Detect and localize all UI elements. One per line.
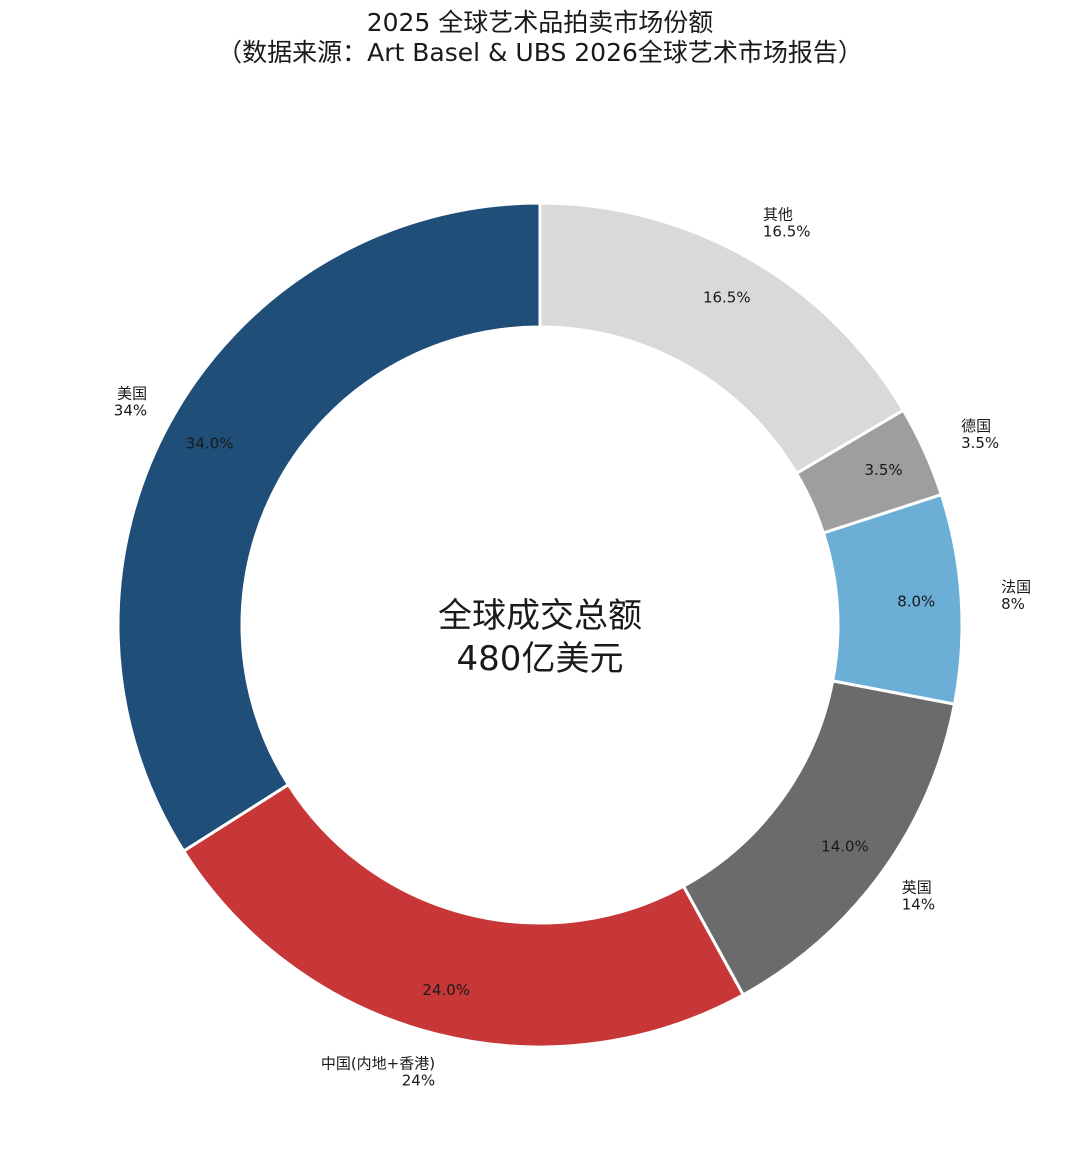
outer-label-pct-0: 34% — [114, 401, 147, 419]
outer-label-pct-3: 8% — [1001, 595, 1025, 613]
outer-label-3: 法国 8% — [1001, 578, 1031, 613]
outer-label-0: 美国 34% — [114, 384, 147, 419]
inner-labels: 34.0% 24.0% 14.0% 8.0% 3.5% 16.5% — [186, 289, 936, 1000]
chart-subtitle: （数据来源：Art Basel & UBS 2026全球艺术市场报告） — [217, 38, 863, 67]
inner-label-3: 8.0% — [897, 592, 935, 610]
outer-label-pct-1: 24% — [402, 1071, 435, 1089]
outer-label-4: 德国 3.5% — [961, 417, 999, 452]
slice-5 — [538, 201, 906, 476]
outer-label-pct-4: 3.5% — [961, 434, 999, 452]
chart-title-block: 2025 全球艺术品拍卖市场份额 （数据来源：Art Basel & UBS 2… — [0, 8, 1080, 68]
outer-label-name-5: 其他 — [763, 206, 793, 224]
inner-label-5: 16.5% — [703, 289, 751, 307]
slice-2 — [681, 679, 957, 997]
outer-label-name-1: 中国(内地+香港) — [321, 1054, 435, 1072]
outer-label-name-4: 德国 — [961, 417, 991, 435]
inner-label-2: 14.0% — [821, 838, 869, 856]
inner-label-1: 24.0% — [422, 981, 470, 999]
slice-1 — [181, 782, 746, 1049]
outer-label-pct-2: 14% — [902, 896, 935, 914]
outer-label-2: 英国 14% — [902, 879, 935, 914]
center-text-line-1: 全球成交总额 — [438, 596, 642, 636]
inner-label-4: 3.5% — [865, 461, 903, 479]
center-text-line-2: 480亿美元 — [457, 639, 624, 679]
outer-label-pct-5: 16.5% — [763, 223, 811, 241]
slice-0 — [116, 201, 542, 854]
inner-label-0: 34.0% — [186, 434, 234, 452]
chart-title: 2025 全球艺术品拍卖市场份额 — [366, 8, 714, 37]
outer-labels: 美国 34%中国(内地+香港) 24%英国 14%法国 8%德国 3.5%其他 16.5% — [114, 206, 1031, 1090]
outer-label-5: 其他 16.5% — [763, 206, 811, 241]
outer-label-name-0: 美国 — [117, 384, 147, 402]
outer-label-name-2: 英国 — [902, 879, 932, 897]
donut-slices — [116, 201, 964, 1049]
outer-label-name-3: 法国 — [1001, 578, 1031, 596]
outer-label-1: 中国(内地+香港) 24% — [321, 1054, 435, 1089]
